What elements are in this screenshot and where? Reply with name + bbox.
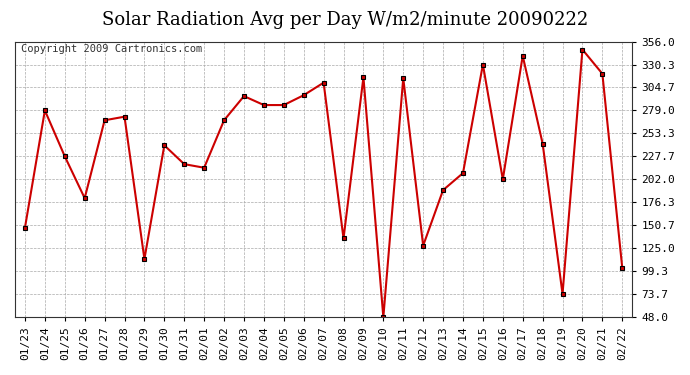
Text: Solar Radiation Avg per Day W/m2/minute 20090222: Solar Radiation Avg per Day W/m2/minute … [102,11,588,29]
Text: Copyright 2009 Cartronics.com: Copyright 2009 Cartronics.com [21,44,202,54]
